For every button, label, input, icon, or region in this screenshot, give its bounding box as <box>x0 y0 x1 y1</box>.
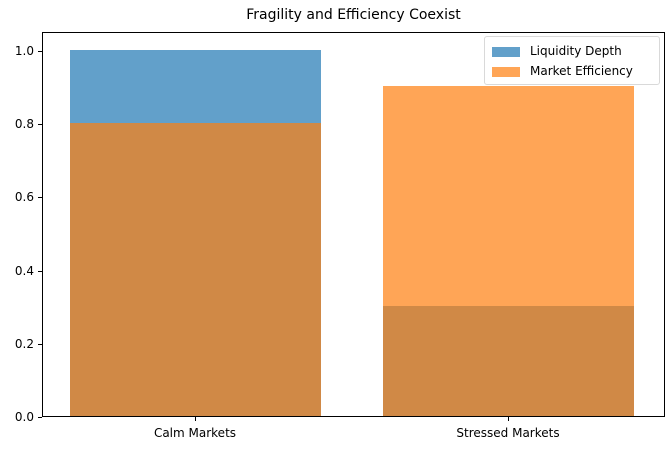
legend-swatch-orange <box>492 67 520 77</box>
legend-swatch-blue <box>492 47 520 57</box>
x-tick-calm-markets: Calm Markets <box>95 417 295 440</box>
y-tick: 0.0 <box>0 410 42 431</box>
chart-title: Fragility and Efficiency Coexist <box>246 7 461 23</box>
bar-calm-market-efficiency <box>70 123 321 416</box>
bar-stressed-market-efficiency <box>383 86 634 416</box>
x-tick-stressed-markets: Stressed Markets <box>408 417 608 440</box>
plot-area <box>42 32 665 417</box>
legend: Liquidity Depth Market Efficiency <box>484 36 660 85</box>
y-tick: 0.2 <box>0 337 42 358</box>
y-tick: 0.4 <box>0 264 42 285</box>
y-tick: 0.6 <box>0 190 42 211</box>
y-tick: 1.0 <box>0 44 42 65</box>
y-tick: 0.8 <box>0 117 42 138</box>
